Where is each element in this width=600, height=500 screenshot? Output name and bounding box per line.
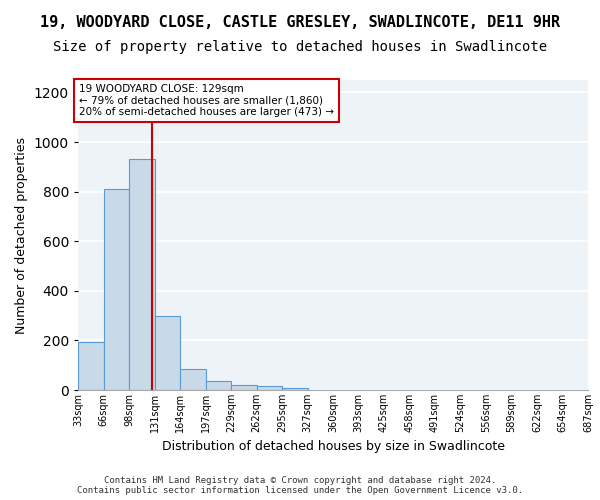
Text: 19 WOODYARD CLOSE: 129sqm
← 79% of detached houses are smaller (1,860)
20% of se: 19 WOODYARD CLOSE: 129sqm ← 79% of detac… [79, 84, 334, 117]
Bar [78, 342, 104, 390]
Bar [205, 382, 231, 390]
Y-axis label: Number of detached properties: Number of detached properties [15, 136, 28, 334]
Text: Contains HM Land Registry data © Crown copyright and database right 2024.
Contai: Contains HM Land Registry data © Crown c… [77, 476, 523, 495]
Bar [129, 160, 155, 390]
Bar [104, 189, 129, 390]
Bar [282, 388, 308, 390]
Bar [257, 386, 282, 390]
Bar [155, 316, 180, 390]
Bar [231, 385, 257, 390]
Bar [180, 369, 205, 390]
X-axis label: Distribution of detached houses by size in Swadlincote: Distribution of detached houses by size … [161, 440, 505, 454]
Text: 19, WOODYARD CLOSE, CASTLE GRESLEY, SWADLINCOTE, DE11 9HR: 19, WOODYARD CLOSE, CASTLE GRESLEY, SWAD… [40, 15, 560, 30]
Text: Size of property relative to detached houses in Swadlincote: Size of property relative to detached ho… [53, 40, 547, 54]
